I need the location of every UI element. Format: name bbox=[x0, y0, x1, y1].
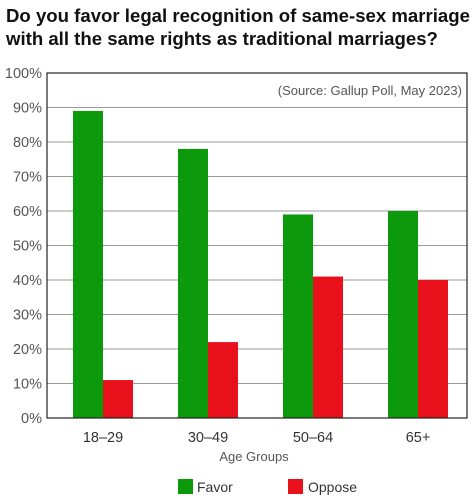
x-tick-label: 18–29 bbox=[83, 430, 123, 446]
y-tick-label: 80% bbox=[13, 135, 42, 151]
plot-frame bbox=[46, 72, 468, 419]
x-tick-label: 30–49 bbox=[188, 430, 228, 446]
x-axis-label: Age Groups bbox=[219, 449, 289, 464]
legend-label-oppose: Oppose bbox=[308, 479, 357, 495]
bar-oppose-1 bbox=[103, 380, 133, 418]
bar-oppose-4 bbox=[418, 280, 448, 418]
chart-title-line-1: Do you favor legal recognition of same-s… bbox=[6, 5, 470, 26]
x-axis-tick-labels: 18–29 30–49 50–64 65+ bbox=[83, 430, 430, 446]
legend-label-favor: Favor bbox=[197, 479, 233, 495]
bar-favor-3 bbox=[283, 214, 313, 418]
bar-favor-4 bbox=[388, 211, 418, 418]
bar-oppose-2 bbox=[208, 342, 238, 418]
y-tick-label: 40% bbox=[13, 273, 42, 289]
y-tick-label: 10% bbox=[13, 377, 42, 393]
y-tick-label: 100% bbox=[5, 66, 42, 82]
y-tick-label: 0% bbox=[21, 411, 42, 427]
bars bbox=[73, 110, 448, 418]
bar-favor-1 bbox=[73, 110, 103, 418]
bar-favor-2 bbox=[178, 148, 208, 418]
y-tick-label: 20% bbox=[13, 342, 42, 358]
y-tick-label: 90% bbox=[13, 101, 42, 117]
y-tick-label: 60% bbox=[13, 204, 42, 220]
x-tick-label: 50–64 bbox=[293, 430, 333, 446]
y-tick-label: 70% bbox=[13, 170, 42, 186]
bar-oppose-3 bbox=[313, 276, 343, 418]
y-axis-tick-labels: 0% 10% 20% 30% 40% 50% 60% 70% 80% 90% 100% bbox=[5, 66, 42, 427]
legend: Favor Oppose bbox=[178, 479, 357, 495]
chart-title-line-2: with all the same rights as traditional … bbox=[6, 28, 438, 49]
legend-swatch-favor bbox=[178, 479, 193, 494]
y-tick-label: 50% bbox=[13, 239, 42, 255]
y-tick-label: 30% bbox=[13, 308, 42, 324]
source-note: (Source: Gallup Poll, May 2023) bbox=[278, 83, 462, 98]
legend-swatch-oppose bbox=[288, 479, 303, 494]
x-tick-label: 65+ bbox=[406, 430, 431, 446]
chart-title: Do you favor legal recognition of same-s… bbox=[6, 4, 472, 50]
